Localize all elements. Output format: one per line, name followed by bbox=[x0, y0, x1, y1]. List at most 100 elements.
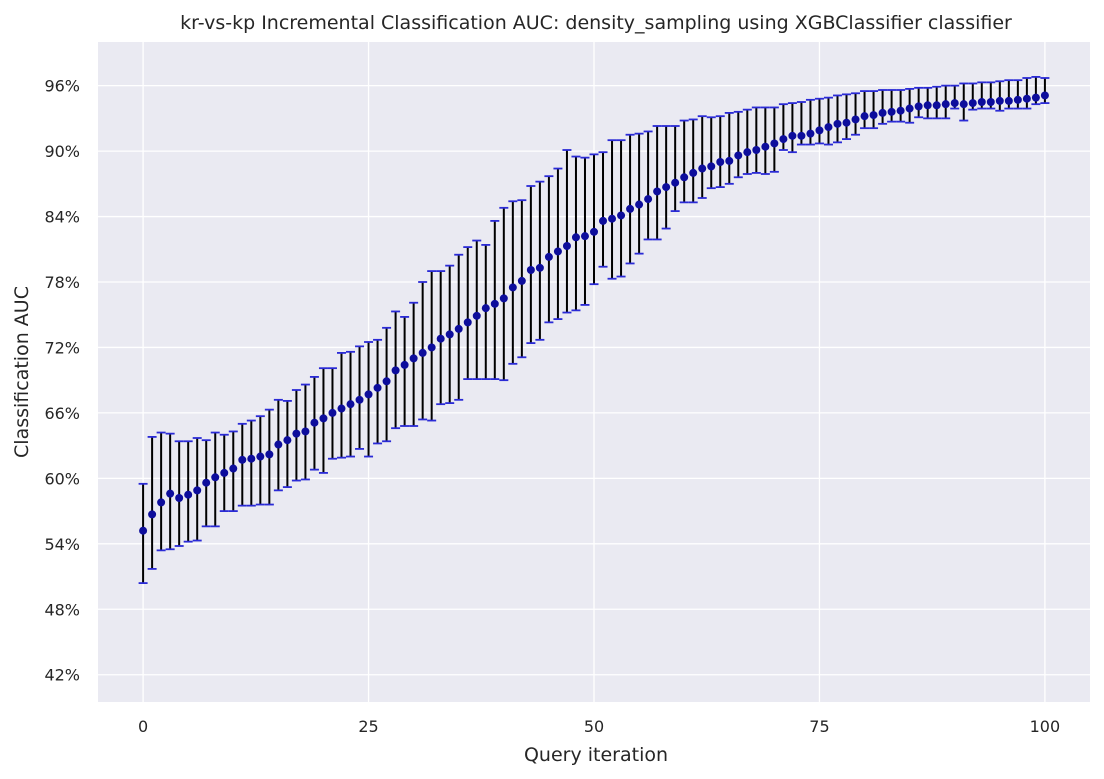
data-point bbox=[1004, 96, 1013, 105]
data-point bbox=[553, 247, 562, 256]
y-tick-label: 96% bbox=[44, 77, 80, 96]
data-point bbox=[535, 263, 544, 272]
data-point bbox=[689, 168, 698, 177]
data-point bbox=[418, 348, 427, 357]
data-point bbox=[743, 148, 752, 157]
data-point bbox=[653, 187, 662, 196]
data-point bbox=[986, 98, 995, 106]
data-point bbox=[580, 232, 589, 241]
data-point bbox=[707, 162, 716, 171]
data-point bbox=[779, 135, 788, 144]
data-point bbox=[590, 227, 598, 236]
data-points bbox=[139, 91, 1049, 535]
y-tick-label: 72% bbox=[44, 338, 80, 357]
data-point bbox=[337, 404, 346, 413]
data-point bbox=[139, 526, 148, 535]
data-point bbox=[454, 324, 463, 333]
data-point bbox=[626, 204, 635, 213]
data-point bbox=[995, 96, 1004, 105]
data-point bbox=[770, 139, 779, 148]
y-axis: 42% 48% 54% 60% 66% 72% 78% 84% 90% 96% bbox=[44, 77, 80, 685]
data-point bbox=[824, 123, 833, 132]
x-tick-label: 0 bbox=[138, 717, 148, 736]
y-tick-label: 48% bbox=[44, 600, 80, 619]
data-point bbox=[310, 418, 319, 427]
x-tick-label: 25 bbox=[358, 717, 378, 736]
data-point bbox=[175, 494, 184, 502]
data-point bbox=[400, 360, 409, 369]
data-point bbox=[463, 318, 472, 327]
data-point bbox=[860, 112, 869, 121]
data-point bbox=[409, 354, 418, 363]
data-point bbox=[950, 99, 959, 108]
data-point bbox=[364, 390, 373, 399]
data-point bbox=[680, 173, 689, 182]
data-point bbox=[923, 101, 932, 110]
data-point bbox=[499, 294, 508, 303]
data-point bbox=[671, 178, 680, 187]
data-point bbox=[608, 214, 617, 223]
data-point bbox=[562, 242, 571, 250]
data-point bbox=[373, 383, 382, 392]
data-point bbox=[211, 473, 220, 482]
data-point bbox=[427, 343, 436, 352]
data-point bbox=[490, 299, 499, 308]
data-point bbox=[752, 146, 761, 154]
y-tick-label: 90% bbox=[44, 142, 80, 161]
data-point bbox=[815, 126, 824, 135]
data-point bbox=[878, 108, 887, 117]
data-point bbox=[887, 107, 896, 116]
data-point bbox=[788, 131, 797, 140]
data-point bbox=[355, 395, 364, 404]
x-tick-label: 100 bbox=[1030, 717, 1061, 736]
data-point bbox=[319, 414, 328, 423]
data-point bbox=[806, 129, 815, 138]
data-point bbox=[148, 510, 157, 519]
data-point bbox=[229, 464, 238, 473]
data-point bbox=[716, 158, 725, 166]
data-point bbox=[851, 115, 860, 124]
data-point bbox=[184, 490, 193, 499]
data-point bbox=[1013, 95, 1022, 104]
data-point bbox=[445, 330, 454, 339]
data-point bbox=[238, 455, 247, 464]
data-point bbox=[202, 478, 211, 487]
data-point bbox=[1031, 93, 1040, 102]
data-point bbox=[599, 216, 608, 225]
data-point bbox=[292, 429, 301, 438]
data-point bbox=[346, 400, 355, 409]
data-point bbox=[274, 440, 283, 449]
data-point bbox=[265, 450, 274, 459]
data-point bbox=[382, 377, 391, 386]
data-point bbox=[571, 233, 580, 242]
data-point bbox=[391, 366, 400, 375]
data-point bbox=[166, 489, 175, 498]
x-axis-title: Query iteration bbox=[524, 744, 668, 766]
data-point bbox=[517, 276, 526, 285]
data-point bbox=[328, 408, 337, 417]
y-tick-label: 66% bbox=[44, 404, 80, 423]
data-point bbox=[725, 156, 734, 165]
data-point bbox=[220, 468, 229, 477]
data-point bbox=[256, 452, 265, 461]
data-point bbox=[436, 334, 445, 343]
data-point bbox=[662, 183, 671, 192]
x-axis: 0 25 50 75 100 bbox=[138, 717, 1060, 736]
data-point bbox=[1022, 94, 1031, 103]
data-point bbox=[977, 98, 986, 106]
data-point bbox=[193, 486, 202, 495]
data-point bbox=[941, 100, 950, 109]
data-point bbox=[761, 142, 770, 151]
data-point bbox=[914, 102, 923, 111]
y-tick-label: 54% bbox=[44, 535, 80, 554]
data-point bbox=[481, 304, 490, 313]
data-point bbox=[472, 311, 481, 320]
data-point bbox=[617, 211, 626, 220]
data-point bbox=[968, 99, 977, 108]
data-point bbox=[905, 104, 914, 113]
data-point bbox=[644, 195, 653, 204]
chart-title: kr-vs-kp Incremental Classification AUC:… bbox=[180, 12, 1012, 34]
data-point bbox=[869, 111, 878, 120]
data-point bbox=[734, 151, 743, 160]
